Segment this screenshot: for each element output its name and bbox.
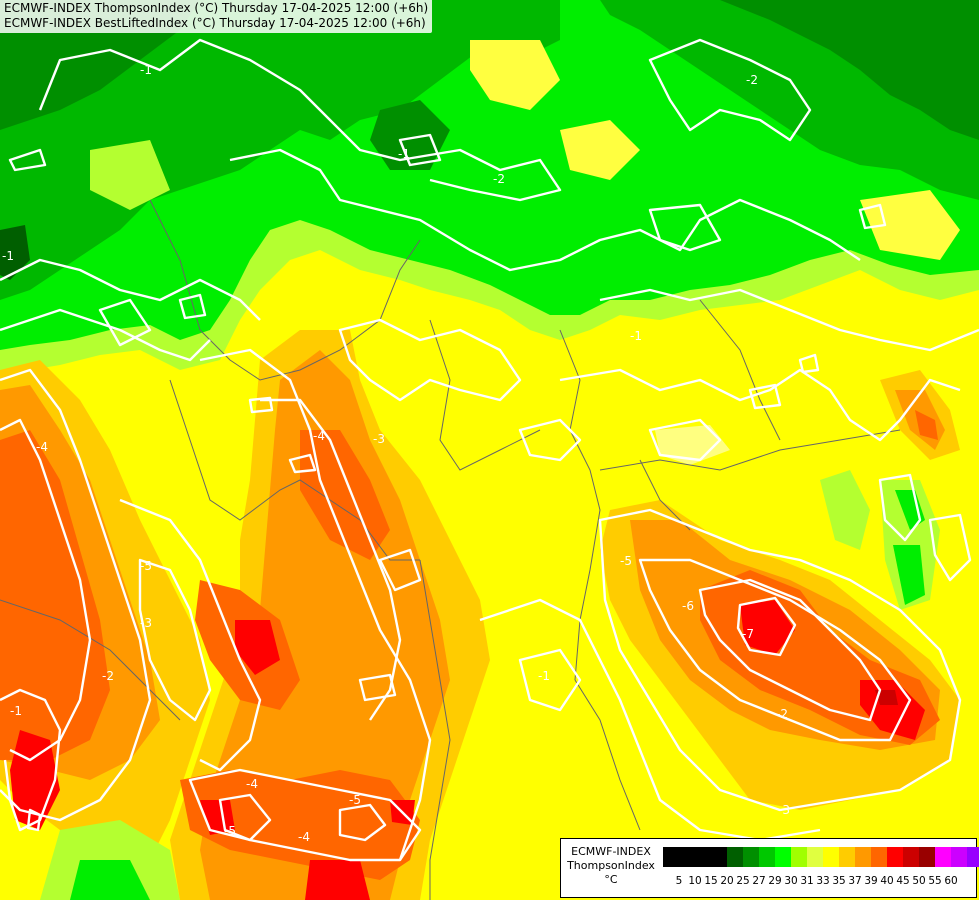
contour-label: -1 (10, 704, 22, 718)
legend-tick-label: 39 (864, 875, 878, 887)
legend-swatch (807, 847, 823, 867)
legend-tick-label: 15 (704, 875, 718, 887)
legend-swatch (951, 847, 967, 867)
legend-swatch (967, 847, 979, 867)
legend-tick-label: 29 (768, 875, 782, 887)
header-line-bestlifted: ECMWF-INDEX BestLiftedIndex (°C) Thursda… (4, 16, 426, 30)
green-region-north (0, 0, 979, 380)
legend-swatch (839, 847, 855, 867)
legend-swatch (727, 847, 743, 867)
country-borders (0, 199, 901, 900)
contour-label: -1 (140, 63, 152, 77)
legend-swatch (759, 847, 775, 867)
legend-tick-label: 50 (912, 875, 926, 887)
contour-label: -4 (313, 429, 325, 443)
contour-label: -3 (373, 432, 385, 446)
orange-region-northeast (880, 370, 960, 460)
legend-tick-label: 35 (832, 875, 846, 887)
contour-label: -5 (620, 554, 632, 568)
legend-tick-label: 37 (848, 875, 862, 887)
contour-label: -7 (742, 627, 754, 641)
contour-label: -2 (746, 73, 758, 87)
legend-tick-label: 5 (675, 875, 683, 887)
legend-unit: °C (604, 873, 618, 886)
legend-tick-label: 27 (752, 875, 766, 887)
legend-swatch (855, 847, 871, 867)
lifted-index-contours (0, 38, 979, 862)
contour-label: -1 (630, 329, 642, 343)
contour-label: -2 (776, 707, 788, 721)
contour-label: -5 (140, 559, 152, 573)
contour-label: -3 (140, 616, 152, 630)
legend-tick-label: 60 (944, 875, 958, 887)
legend-swatch (695, 847, 711, 867)
legend-variable: ThompsonIndex (567, 859, 655, 872)
legend-swatch (935, 847, 951, 867)
legend-tick-label: 10 (688, 875, 702, 887)
contour-label: -1 (2, 249, 14, 263)
green-region-southwest (40, 820, 180, 900)
lime-patches (90, 40, 960, 260)
contour-label: -1 (538, 669, 550, 683)
contour-label: -3 (778, 803, 790, 817)
contour-label: -4 (298, 830, 310, 844)
legend-color-bar (663, 847, 979, 867)
legend-swatch (887, 847, 903, 867)
contour-label: -5 (349, 793, 361, 807)
legend-tick-label: 25 (736, 875, 750, 887)
contour-label: -2 (493, 172, 505, 186)
legend-swatch (743, 847, 759, 867)
contour-label: -6 (682, 599, 694, 613)
legend-model: ECMWF-INDEX (571, 845, 651, 858)
legend-swatch (823, 847, 839, 867)
green-spots-east (655, 425, 940, 610)
color-legend: ECMWF-INDEX ThompsonIndex °C 5 10 15 20 25 27… (560, 838, 979, 898)
contour-labels: -1 -1 -2 -2 -1 -1 -4 -3 -4 -5 -5 -6 -7 -… (2, 63, 790, 844)
legend-tick-label: 30 (784, 875, 798, 887)
contour-label: -4 (246, 777, 258, 791)
legend-tick-label: 33 (816, 875, 830, 887)
legend-tick-label: 40 (880, 875, 894, 887)
legend-swatch (775, 847, 791, 867)
legend-swatch (871, 847, 887, 867)
legend-tick-label: 55 (928, 875, 942, 887)
contour-label: -2 (102, 669, 114, 683)
map-header: ECMWF-INDEX ThompsonIndex (°C) Thursday … (0, 0, 433, 33)
legend-ticks: 5 10 15 20 25 27 29 30 31 33 35 37 39 40 45 50 55 60 (671, 875, 959, 887)
legend-swatch (919, 847, 935, 867)
legend-swatch (679, 847, 695, 867)
legend-tick-label: 45 (896, 875, 910, 887)
legend-swatch (903, 847, 919, 867)
contour-label: -4 (36, 440, 48, 454)
contour-label: -5 (224, 824, 236, 838)
header-line-thompson: ECMWF-INDEX ThompsonIndex (°C) Thursday … (4, 1, 429, 15)
legend-caption: ECMWF-INDEX ThompsonIndex °C (563, 845, 659, 887)
legend-swatch (791, 847, 807, 867)
contour-label: -1 (398, 147, 410, 161)
legend-swatch (711, 847, 727, 867)
legend-tick-label: 20 (720, 875, 734, 887)
legend-swatch (663, 847, 679, 867)
legend-tick-label: 31 (800, 875, 814, 887)
